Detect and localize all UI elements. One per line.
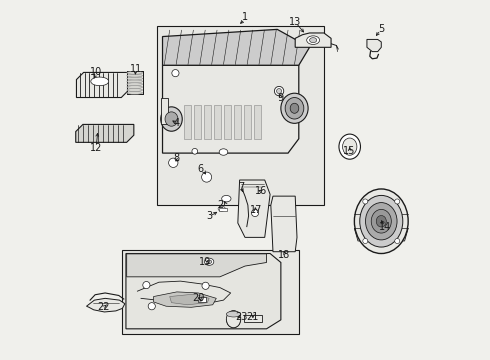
Polygon shape: [271, 196, 297, 252]
Text: 15: 15: [343, 146, 355, 156]
Polygon shape: [76, 125, 134, 142]
Ellipse shape: [198, 298, 202, 301]
Text: 16: 16: [255, 186, 267, 196]
Ellipse shape: [354, 189, 408, 253]
Ellipse shape: [363, 199, 368, 204]
Ellipse shape: [307, 36, 319, 44]
Ellipse shape: [395, 199, 400, 204]
Polygon shape: [163, 30, 310, 65]
Polygon shape: [161, 98, 168, 125]
Ellipse shape: [201, 172, 212, 182]
Text: 9: 9: [278, 93, 284, 103]
Polygon shape: [354, 228, 408, 241]
Ellipse shape: [127, 77, 143, 80]
Ellipse shape: [127, 91, 143, 94]
Polygon shape: [153, 292, 216, 307]
Polygon shape: [238, 180, 270, 237]
Ellipse shape: [310, 38, 317, 42]
Text: 19: 19: [199, 257, 212, 267]
Ellipse shape: [207, 260, 212, 264]
Ellipse shape: [221, 195, 231, 202]
Ellipse shape: [148, 303, 155, 310]
Ellipse shape: [366, 203, 397, 240]
Polygon shape: [126, 71, 143, 94]
Ellipse shape: [127, 83, 143, 86]
Ellipse shape: [226, 311, 241, 317]
Ellipse shape: [127, 71, 143, 74]
Ellipse shape: [91, 77, 109, 86]
Bar: [157, 26, 324, 205]
Ellipse shape: [127, 86, 143, 89]
Ellipse shape: [165, 112, 178, 126]
Bar: [204, 105, 211, 139]
Ellipse shape: [127, 89, 143, 91]
Bar: [184, 105, 191, 139]
Ellipse shape: [202, 282, 209, 289]
Bar: [224, 105, 231, 139]
Ellipse shape: [276, 89, 282, 94]
Polygon shape: [170, 294, 209, 305]
Text: 6: 6: [197, 164, 203, 174]
Polygon shape: [126, 253, 281, 329]
Bar: [219, 208, 227, 211]
Ellipse shape: [371, 210, 392, 233]
Text: 2: 2: [217, 200, 223, 210]
Text: 17: 17: [249, 206, 262, 216]
Ellipse shape: [172, 69, 179, 77]
Ellipse shape: [218, 206, 225, 211]
Ellipse shape: [204, 258, 214, 265]
Ellipse shape: [143, 282, 150, 289]
Bar: [245, 105, 251, 139]
Text: 18: 18: [278, 250, 291, 260]
Ellipse shape: [192, 148, 197, 154]
Text: 7: 7: [238, 182, 245, 192]
Polygon shape: [367, 40, 381, 51]
Bar: [214, 105, 221, 139]
Ellipse shape: [285, 98, 304, 119]
Polygon shape: [163, 65, 299, 153]
Text: 3: 3: [206, 211, 212, 221]
Polygon shape: [126, 254, 267, 277]
Bar: [198, 297, 205, 302]
Polygon shape: [122, 250, 299, 334]
Text: 4: 4: [174, 118, 180, 128]
Text: 12: 12: [90, 143, 102, 153]
Bar: [194, 105, 201, 139]
Ellipse shape: [226, 311, 241, 328]
Ellipse shape: [360, 195, 403, 247]
Text: 23: 23: [235, 312, 247, 322]
Ellipse shape: [290, 103, 299, 113]
Text: 20: 20: [192, 293, 204, 303]
Text: 22: 22: [97, 302, 110, 312]
Polygon shape: [245, 315, 262, 322]
Ellipse shape: [127, 80, 143, 83]
Ellipse shape: [363, 239, 368, 243]
Ellipse shape: [339, 134, 361, 159]
Polygon shape: [87, 298, 125, 312]
Ellipse shape: [343, 138, 357, 155]
Ellipse shape: [395, 239, 400, 243]
Text: 13: 13: [289, 17, 301, 27]
Ellipse shape: [376, 216, 386, 227]
Text: 21: 21: [246, 312, 258, 322]
Ellipse shape: [251, 210, 259, 217]
Ellipse shape: [281, 93, 308, 123]
Ellipse shape: [169, 158, 178, 167]
Polygon shape: [295, 33, 331, 47]
Text: 11: 11: [129, 64, 142, 74]
Ellipse shape: [127, 74, 143, 77]
Text: 10: 10: [90, 67, 102, 77]
Bar: [234, 105, 242, 139]
Text: 5: 5: [378, 24, 384, 35]
Ellipse shape: [219, 149, 228, 155]
Text: 1: 1: [242, 12, 248, 22]
Ellipse shape: [274, 86, 284, 96]
Bar: [254, 105, 262, 139]
Text: 14: 14: [379, 222, 391, 231]
Polygon shape: [76, 72, 128, 98]
Ellipse shape: [161, 107, 182, 131]
Text: 8: 8: [174, 153, 180, 163]
